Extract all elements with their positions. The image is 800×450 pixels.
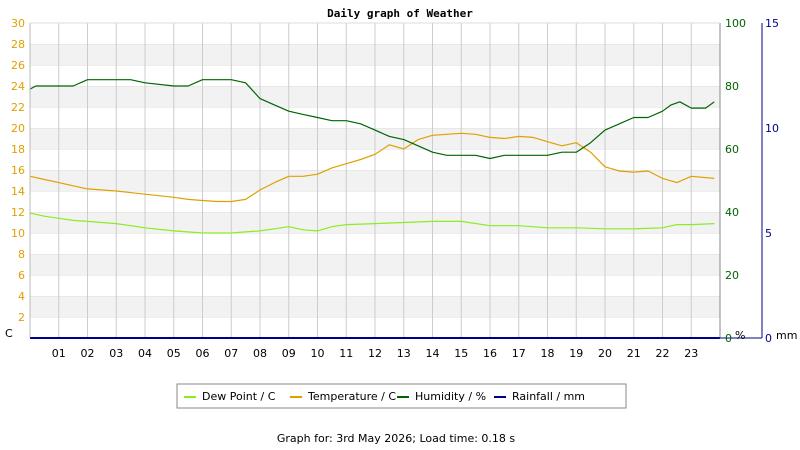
left-tick-label: 28 (11, 38, 25, 51)
x-tick-label: 01 (52, 347, 66, 360)
x-tick-label: 18 (541, 347, 555, 360)
x-tick-label: 06 (196, 347, 210, 360)
x-tick-label: 05 (167, 347, 181, 360)
left-tick-label: 6 (18, 269, 25, 282)
left-tick-label: 30 (11, 17, 25, 30)
left-tick-label: 12 (11, 206, 25, 219)
left-tick-label: 10 (11, 227, 25, 240)
x-tick-label: 10 (311, 347, 325, 360)
humidity-tick-label: 60 (725, 143, 739, 156)
x-tick-label: 20 (598, 347, 612, 360)
x-tick-label: 23 (684, 347, 698, 360)
series-line-temperature (29, 132, 715, 203)
x-tick-label: 19 (569, 347, 583, 360)
left-tick-label: 2 (18, 311, 25, 324)
left-tick-label: 20 (11, 122, 25, 135)
x-tick-label: 17 (512, 347, 526, 360)
x-axis-ticks: 01 02 03 04 05 06 07 08 09 10 11 12 13 14 15 16 17 18 19 20… (52, 347, 699, 360)
left-tick-label: 8 (18, 248, 25, 261)
humidity-tick-label: 40 (725, 206, 739, 219)
legend-label: Rainfall / mm (512, 390, 585, 403)
x-tick-label: 08 (253, 347, 267, 360)
footer-text: Graph for: 3rd May 2026; Load time: 0.18… (277, 432, 516, 445)
x-tick-label: 21 (627, 347, 641, 360)
left-tick-label: 16 (11, 164, 25, 177)
x-tick-label: 09 (282, 347, 296, 360)
legend-label: Humidity / % (415, 390, 486, 403)
x-tick-label: 07 (224, 347, 238, 360)
humidity-tick-label: 0 (725, 332, 732, 345)
rainfall-tick-label: 0 (765, 332, 772, 345)
series-line-humidity (29, 79, 715, 160)
x-tick-label: 11 (339, 347, 353, 360)
left-axis-unit: C (5, 327, 13, 340)
left-tick-label: 26 (11, 59, 25, 72)
x-tick-label: 02 (81, 347, 95, 360)
left-tick-label: 22 (11, 101, 25, 114)
x-tick-label: 13 (397, 347, 411, 360)
rainfall-tick-label: 15 (765, 17, 779, 30)
legend-label: Dew Point / C (202, 390, 276, 403)
humidity-tick-label: 20 (725, 269, 739, 282)
chart-title: Daily graph of Weather (327, 7, 473, 20)
right-axis-humidity-ticks: 0 20 40 60 80 100 (725, 17, 746, 345)
vertical-gridlines (58, 23, 692, 338)
right-axis-humidity-unit: % (735, 329, 745, 342)
rainfall-tick-label: 5 (765, 227, 772, 240)
left-tick-label: 14 (11, 185, 25, 198)
left-tick-label: 4 (18, 290, 25, 303)
right-axis-rainfall-unit: mm (776, 329, 797, 342)
left-tick-label: 18 (11, 143, 25, 156)
x-tick-label: 16 (483, 347, 497, 360)
x-tick-label: 04 (138, 347, 152, 360)
x-tick-label: 15 (454, 347, 468, 360)
x-tick-label: 03 (109, 347, 123, 360)
right-axis-rainfall-ticks: 0 5 10 15 (765, 17, 779, 345)
series-line-dew (29, 212, 715, 234)
humidity-tick-label: 80 (725, 80, 739, 93)
left-tick-label: 24 (11, 80, 25, 93)
axes (29, 22, 763, 339)
rainfall-tick-label: 10 (765, 122, 779, 135)
x-tick-label: 14 (426, 347, 440, 360)
x-tick-label: 22 (656, 347, 670, 360)
humidity-tick-label: 100 (725, 17, 746, 30)
legend-label: Temperature / C (307, 390, 396, 403)
x-tick-label: 12 (368, 347, 382, 360)
legend: Dew Point / C Temperature / C Humidity / %… (176, 383, 627, 409)
